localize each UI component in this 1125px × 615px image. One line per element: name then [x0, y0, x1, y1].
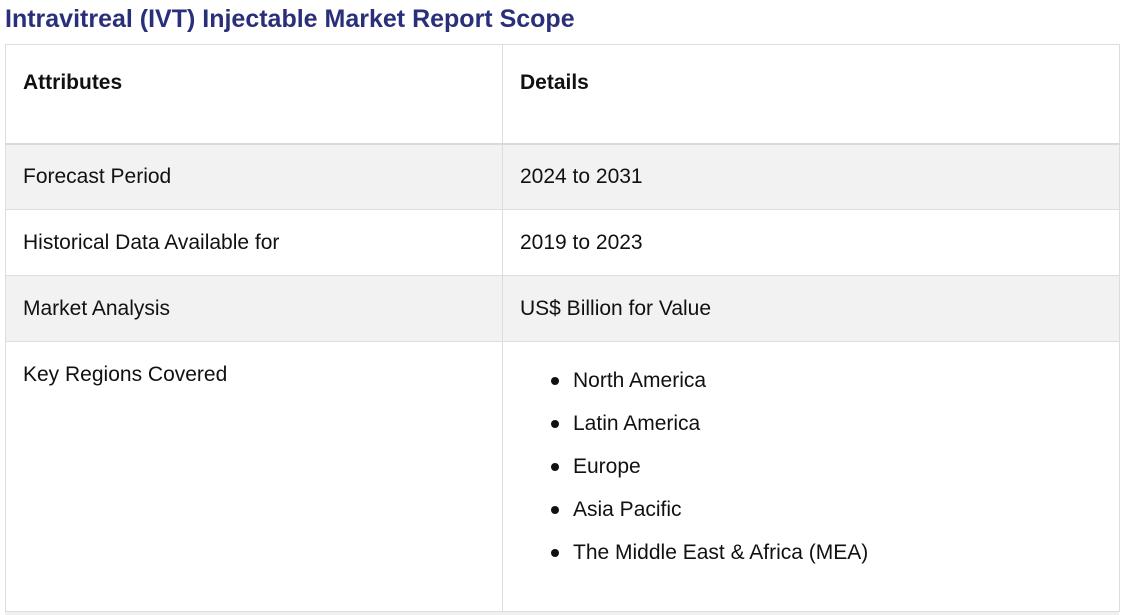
bullet-icon	[551, 549, 559, 557]
attribute-cell: Market Analysis	[5, 275, 503, 342]
table-row: Market Analysis US$ Billion for Value	[5, 275, 1120, 342]
detail-cell: 2024 to 2031	[502, 143, 1120, 210]
region-label: Latin America	[573, 412, 701, 435]
table-row: Forecast Period 2024 to 2031	[5, 143, 1120, 210]
attribute-cell: Key Regions Covered	[5, 341, 503, 612]
bullet-icon	[551, 377, 559, 385]
attribute-cell: Forecast Period	[5, 143, 503, 210]
header-details: Details	[502, 44, 1120, 145]
attribute-cell: Historical Data Available for	[5, 209, 503, 276]
list-item: Asia Pacific	[551, 495, 1119, 538]
report-scope-table: Attributes Details Forecast Period 2024 …	[5, 44, 1120, 612]
table-header-row: Attributes Details	[5, 44, 1120, 145]
region-label: Europe	[573, 455, 641, 478]
region-label: Asia Pacific	[573, 498, 682, 521]
header-attributes: Attributes	[5, 44, 503, 145]
region-label: The Middle East & Africa (MEA)	[573, 541, 869, 564]
table-row-regions: Key Regions Covered North America Latin …	[5, 341, 1120, 612]
page-title: Intravitreal (IVT) Injectable Market Rep…	[5, 5, 575, 33]
bullet-icon	[551, 463, 559, 471]
detail-cell: US$ Billion for Value	[502, 275, 1120, 342]
list-item: North America	[551, 366, 1119, 409]
regions-list-cell: North America Latin America Europe Asia …	[502, 341, 1120, 612]
bullet-icon	[551, 420, 559, 428]
list-item: The Middle East & Africa (MEA)	[551, 538, 1119, 581]
regions-list: North America Latin America Europe Asia …	[520, 366, 1119, 581]
divider	[5, 612, 1119, 615]
bullet-icon	[551, 506, 559, 514]
region-label: North America	[573, 369, 707, 392]
list-item: Latin America	[551, 409, 1119, 452]
list-item: Europe	[551, 452, 1119, 495]
detail-cell: 2019 to 2023	[502, 209, 1120, 276]
table-row: Historical Data Available for 2019 to 20…	[5, 209, 1120, 276]
